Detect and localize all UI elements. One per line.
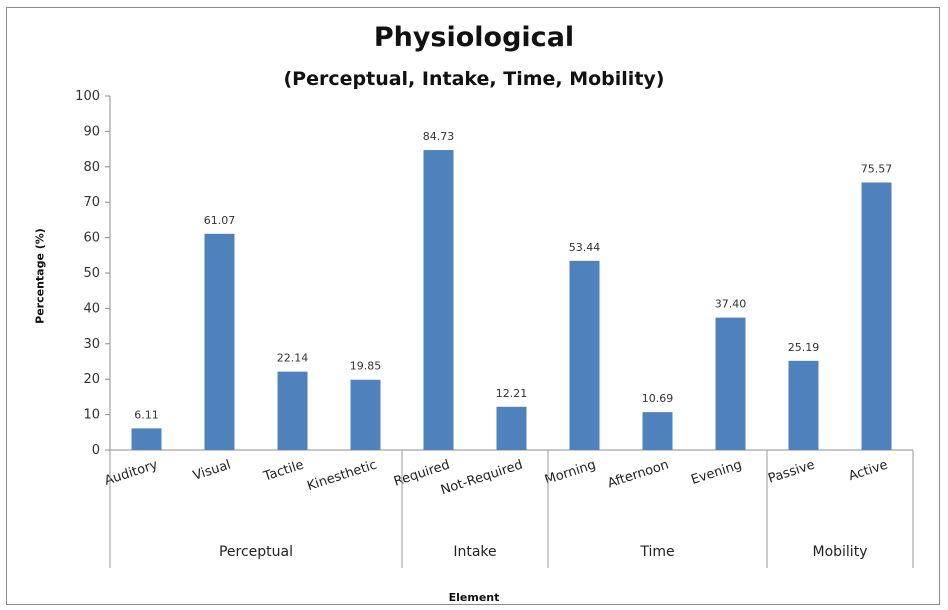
bar-value-label: 12.21 [496, 387, 528, 400]
bar [496, 406, 527, 450]
y-tick-label: 30 [83, 337, 100, 352]
bar-value-label: 84.73 [423, 130, 455, 143]
y-tick-label: 90 [83, 124, 100, 139]
category-label: Morning [543, 458, 598, 489]
bar [715, 317, 746, 450]
category-label: Passive [766, 458, 816, 487]
y-tick-label: 60 [83, 231, 100, 246]
group-label: Mobility [813, 544, 868, 560]
chart-frame [6, 7, 940, 605]
bar-value-label: 22.14 [277, 352, 309, 365]
category-label: Afternoon [606, 458, 671, 492]
bar [642, 412, 673, 450]
x-axis-label: Element [448, 591, 500, 604]
category-label: Auditory [103, 457, 160, 488]
y-tick-label: 0 [92, 443, 100, 458]
y-tick-label: 100 [75, 89, 100, 104]
y-tick-label: 20 [83, 372, 100, 387]
bar-value-label: 37.40 [715, 298, 747, 311]
bar-value-label: 25.19 [788, 341, 820, 354]
group-label: Intake [453, 544, 496, 560]
category-label: Not-Required [439, 458, 525, 499]
y-tick-label: 80 [83, 160, 100, 175]
group-label: Perceptual [219, 544, 293, 560]
y-tick-label: 70 [83, 195, 100, 210]
category-label: Tactile [261, 458, 306, 485]
bar [131, 428, 162, 450]
chart-title: Physiological [373, 22, 575, 53]
category-label: Active [847, 458, 890, 485]
category-label: Kinesthetic [305, 458, 378, 495]
chart-subtitle: (Perceptual, Intake, Time, Mobility) [283, 68, 665, 90]
bar [861, 182, 892, 451]
bar [788, 360, 819, 450]
bar [569, 260, 600, 450]
category-label: Evening [689, 458, 743, 488]
bar-value-label: 10.69 [642, 392, 674, 405]
category-label: Visual [191, 458, 233, 484]
bar [277, 371, 308, 450]
bar-value-label: 61.07 [204, 214, 236, 227]
bar [204, 233, 235, 450]
y-tick-label: 50 [83, 266, 100, 281]
y-tick-label: 40 [83, 301, 100, 316]
bar [423, 150, 454, 451]
y-tick-label: 10 [83, 408, 100, 423]
bar-value-label: 19.85 [350, 360, 382, 373]
bar-value-label: 6.11 [134, 408, 159, 421]
group-label: Time [639, 544, 674, 560]
bar-value-label: 75.57 [861, 162, 893, 175]
bar-value-label: 53.44 [569, 241, 601, 254]
bar [350, 379, 381, 450]
